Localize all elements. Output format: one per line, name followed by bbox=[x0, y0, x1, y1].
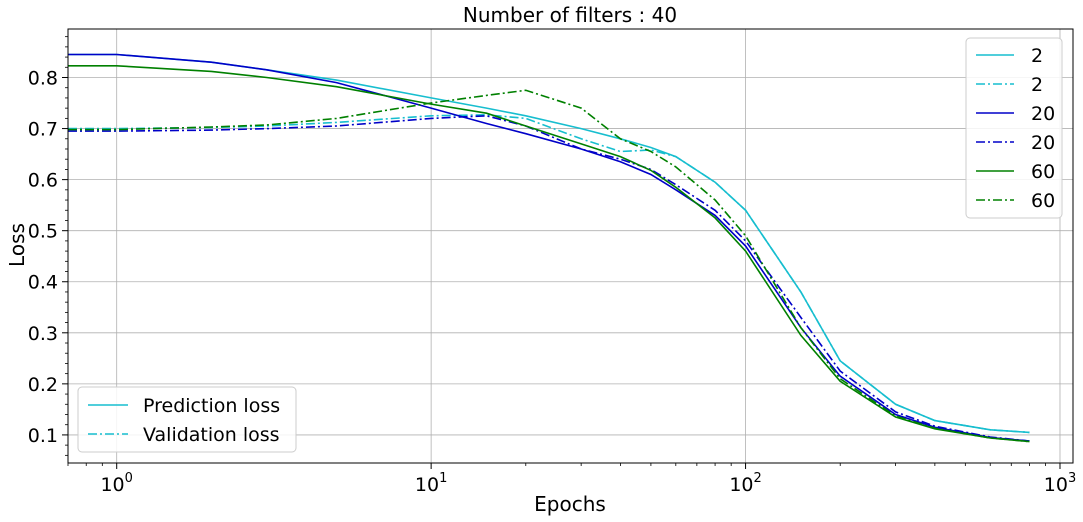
legend-label: 2 bbox=[1031, 74, 1043, 96]
y-tick-label: 0.6 bbox=[28, 170, 58, 192]
series-line-60-prediction bbox=[68, 65, 1030, 443]
x-axis-label: Epochs bbox=[534, 492, 606, 516]
series-legend: 2 2 20 20 60 60 bbox=[965, 37, 1063, 219]
series-lines bbox=[68, 53, 1030, 443]
series-line-2-validation bbox=[68, 113, 1030, 434]
y-tick-label: 0.4 bbox=[28, 272, 58, 294]
plot-frame bbox=[67, 28, 1074, 464]
legend-label: 60 bbox=[1031, 161, 1055, 183]
legend-frame bbox=[965, 37, 1063, 219]
x-tick-label: 103 bbox=[1044, 471, 1076, 496]
legend-label: Validation loss bbox=[143, 424, 280, 446]
legend-label: 2 bbox=[1031, 45, 1043, 67]
y-tick-label: 0.2 bbox=[28, 374, 58, 396]
x-tick-label: 102 bbox=[729, 471, 761, 496]
y-tick-label: 0.5 bbox=[28, 221, 58, 243]
legend-label: Prediction loss bbox=[143, 395, 280, 417]
x-tick-label: 100 bbox=[100, 471, 132, 496]
chart-title: Number of filters : 40 bbox=[463, 3, 677, 27]
series-line-20-validation bbox=[68, 114, 1030, 442]
y-tick-label: 0.8 bbox=[28, 68, 58, 90]
legend-label: 60 bbox=[1031, 190, 1055, 212]
series-line-60-validation bbox=[68, 89, 1030, 443]
legend-label: 20 bbox=[1031, 132, 1055, 154]
loss-type-legend: Prediction loss Validation loss bbox=[77, 386, 297, 453]
x-tick-label: 101 bbox=[415, 471, 447, 496]
y-tick-label: 0.7 bbox=[28, 119, 58, 141]
y-axis-label: Loss bbox=[5, 223, 29, 267]
y-tick-label: 0.1 bbox=[28, 425, 58, 447]
y-tick-label: 0.3 bbox=[28, 323, 58, 345]
series-line-20-prediction bbox=[68, 53, 1030, 442]
legend-label: 20 bbox=[1031, 103, 1055, 125]
legend-frame bbox=[77, 386, 297, 453]
axis-ticks: 100 101 102 103 0.1 0.2 0.3 0.4 0.5 0.6 0.7 0.8 bbox=[28, 36, 1076, 496]
series-line-2-prediction bbox=[68, 53, 1030, 434]
